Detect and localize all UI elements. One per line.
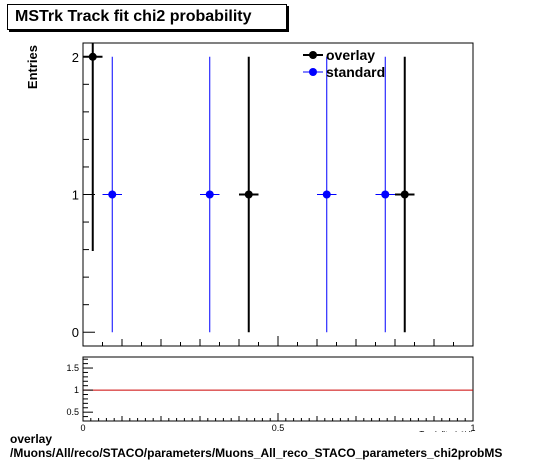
ratio-y-tick-label: 0.5 (66, 407, 79, 417)
standard-point (375, 56, 395, 333)
ratio-x-tick-label: 0 (80, 423, 85, 432)
standard-marker (108, 190, 117, 199)
overlay-marker (88, 52, 97, 61)
overlay-marker (244, 190, 253, 199)
ratio-x-tick-label: 1 (470, 423, 475, 432)
footer-line-1: overlay (10, 432, 53, 446)
legend-marker-overlay (309, 51, 317, 59)
ratio-plot-frame (82, 356, 474, 422)
ratio-x-tick-label: 0.5 (272, 423, 285, 432)
ratio-axis-labels: 0.511.500.51Track fit p(χ²/d) (66, 363, 475, 432)
main-y-tick-label: 0 (72, 325, 79, 340)
standard-marker (322, 190, 331, 199)
standard-marker (381, 190, 390, 199)
title-box: MSTrk Track fit chi2 probability (7, 4, 287, 30)
standard-point (200, 56, 220, 333)
main-axis-ticks (82, 56, 474, 346)
standard-point (317, 56, 337, 333)
main-axis-labels: 0 1 2 Entries (25, 45, 79, 340)
ratio-x-axis-label: Track fit p(χ²/d) (419, 430, 473, 432)
overlay-marker (400, 190, 409, 199)
overlay-point (239, 56, 259, 333)
ratio-axis-ticks (82, 358, 474, 421)
footer-line-2: /Muons/All/reco/STACO/parameters/Muons_A… (10, 446, 503, 460)
standard-point (102, 56, 122, 333)
legend-marker-standard (309, 68, 317, 76)
overlay-point (83, 43, 103, 251)
overlay-point (395, 56, 415, 333)
main-y-axis-label: Entries (25, 45, 40, 89)
main-data-marks (83, 43, 415, 333)
standard-marker (205, 190, 214, 199)
legend-label-overlay: overlay (326, 47, 375, 63)
legend-label-standard: standard (326, 64, 385, 80)
ratio-y-tick-label: 1 (74, 385, 79, 395)
ratio-plot (82, 356, 474, 422)
main-y-tick-label: 2 (72, 50, 79, 65)
main-y-tick-label: 1 (72, 188, 79, 203)
chart-title: MSTrk Track fit chi2 probability (15, 8, 252, 25)
ratio-y-tick-label: 1.5 (66, 363, 79, 373)
